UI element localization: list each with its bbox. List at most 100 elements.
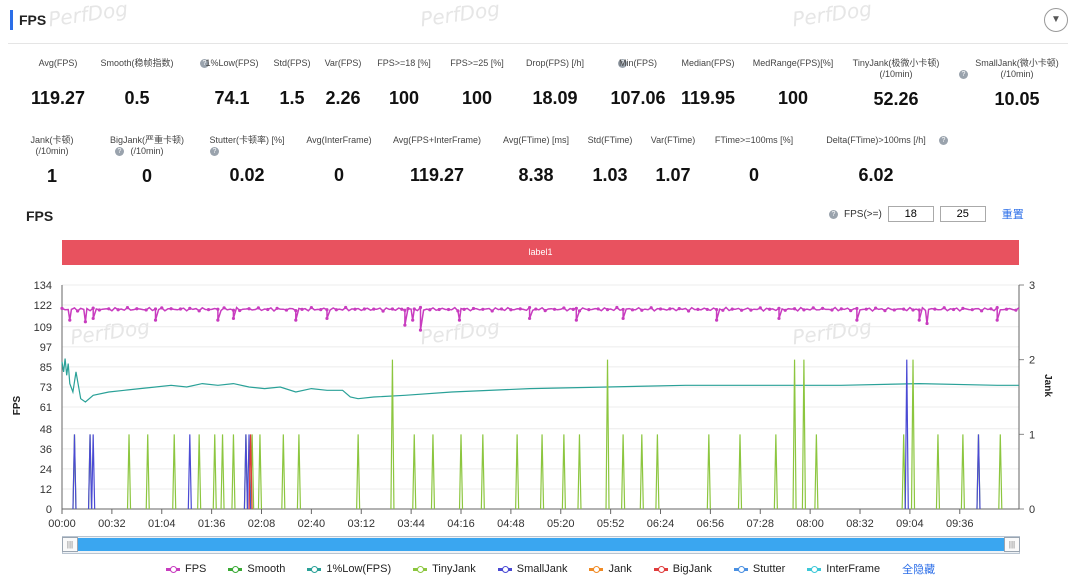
tinyjank-spike	[639, 434, 644, 510]
metric-card: Var(FPS) 2.26	[273, 58, 413, 109]
hide-all-button[interactable]: 全隐藏	[902, 564, 936, 576]
fps-point	[621, 307, 625, 312]
fps-point	[381, 309, 385, 313]
fps-point	[91, 316, 95, 321]
tinyjank-spike	[621, 434, 626, 510]
fps-point	[855, 306, 859, 311]
legend-label: 1%Low(FPS)	[326, 563, 392, 575]
metric-value: 1.03	[592, 165, 628, 185]
fps-point	[411, 318, 415, 322]
metric-label: MedRange(FPS)[%]	[752, 58, 834, 68]
legend-item[interactable]: InterFrame	[807, 563, 880, 575]
info-icon[interactable]: ?	[115, 147, 124, 156]
fps-point	[730, 307, 734, 311]
y-tick-label: 0	[46, 504, 52, 516]
fps-point	[892, 308, 896, 312]
fps-point	[266, 307, 270, 312]
info-icon[interactable]: ?	[959, 70, 968, 79]
legend-item[interactable]: TinyJank	[413, 563, 476, 575]
legend-item[interactable]: SmallJank	[497, 563, 567, 575]
fps-threshold-controls: ? FPS(>=) 重置	[827, 206, 1024, 222]
tinyjank-spike	[976, 434, 981, 510]
legend-item[interactable]: Stutter	[733, 563, 785, 575]
tinyjank-spike	[561, 434, 566, 510]
legend-item[interactable]: FPS	[166, 563, 206, 575]
fps-point	[116, 308, 120, 312]
fps-point	[811, 306, 815, 310]
x-tick-label: 05:20	[547, 518, 575, 530]
legend-swatch-icon	[413, 565, 428, 573]
slider-selection[interactable]	[78, 538, 1004, 551]
fps-point	[911, 308, 915, 312]
collapse-toggle-icon[interactable]: ▼	[1044, 8, 1068, 32]
tinyjank-spike	[515, 434, 520, 510]
legend-item[interactable]: Smooth	[228, 563, 285, 575]
tinyjank-spike	[910, 359, 916, 510]
tinyjank-spike	[281, 434, 286, 510]
metric-label-unit: (/10min)	[1000, 69, 1034, 79]
fps-threshold-input-1[interactable]	[887, 206, 934, 222]
tinyjank-spike	[390, 359, 395, 510]
fps-point	[830, 308, 834, 312]
reset-button[interactable]: 重置	[1001, 209, 1024, 221]
fps-point	[605, 308, 610, 312]
fps-point	[294, 308, 298, 313]
metric-value: 0	[141, 166, 152, 186]
metric-card: Avg(FPS+InterFrame) 119.27	[367, 135, 507, 186]
legend-item[interactable]: 1%Low(FPS)	[307, 563, 391, 575]
metric-label-unit: (/10min)	[130, 146, 164, 156]
fps-point	[418, 305, 423, 310]
fps-point	[153, 318, 158, 322]
x-tick-label: 00:00	[48, 518, 76, 530]
x-tick-label: 06:24	[647, 518, 675, 530]
tinyjank-spike	[197, 434, 202, 510]
legend-swatch-icon	[497, 565, 512, 573]
metric-value: 0.5	[124, 88, 150, 108]
y2-axis-title: Jank	[1041, 374, 1053, 397]
fps-point	[462, 307, 466, 311]
metric-value: 0.02	[229, 165, 265, 185]
info-icon[interactable]: ?	[200, 59, 209, 68]
fps-point	[319, 308, 323, 312]
fps-point	[864, 307, 868, 311]
tinyjank-spike	[960, 434, 965, 510]
fps-point	[1014, 308, 1018, 312]
legend-swatch-icon	[307, 565, 322, 573]
legend-item[interactable]: Jank	[589, 563, 632, 575]
legend-item[interactable]: BigJank	[653, 563, 712, 575]
tinyjank-spike	[172, 434, 177, 510]
time-range-slider[interactable]: ||| |||	[62, 536, 1020, 554]
metric-value: 119.27	[409, 165, 465, 185]
fps-threshold-label: FPS(>=)	[844, 208, 882, 220]
fps-point	[216, 307, 220, 311]
info-icon[interactable]: ?	[618, 59, 627, 68]
fps-point	[518, 307, 522, 311]
y-axis-title: FPS	[12, 395, 24, 416]
metric-label-unit: (/10min)	[879, 69, 913, 79]
fps-point	[917, 318, 921, 322]
fps-point	[83, 320, 87, 324]
info-icon[interactable]: ?	[210, 147, 219, 156]
tinyjank-spike	[231, 434, 236, 510]
label-bar[interactable]: label1	[62, 240, 1019, 265]
legend-swatch-icon	[807, 565, 822, 573]
fps-point	[437, 307, 441, 312]
y2-tick-label: 0	[1029, 504, 1035, 516]
fps-threshold-input-2[interactable]	[939, 206, 986, 222]
info-icon[interactable]: ?	[829, 209, 838, 219]
fps-point	[107, 307, 111, 311]
tinyjank-spike	[220, 434, 225, 510]
fps-point	[596, 307, 600, 311]
metric-label: TinyJank(极微小卡顿)	[852, 58, 940, 68]
metric-card: Drop(FPS) [/h]? 18.09	[485, 58, 627, 109]
fps-point	[75, 309, 80, 313]
info-icon[interactable]: ?	[939, 136, 948, 145]
metric-card: FPS>=25 [%] 100	[407, 58, 547, 109]
slider-handle-right[interactable]: |||	[1004, 537, 1020, 552]
metric-label: Stutter(卡顿率) [%]	[209, 135, 285, 145]
fps-point	[247, 307, 251, 311]
fps-point	[989, 307, 993, 311]
slider-handle-left[interactable]: |||	[62, 537, 78, 552]
fps-point	[325, 316, 329, 321]
y2-tick-label: 3	[1029, 280, 1035, 292]
